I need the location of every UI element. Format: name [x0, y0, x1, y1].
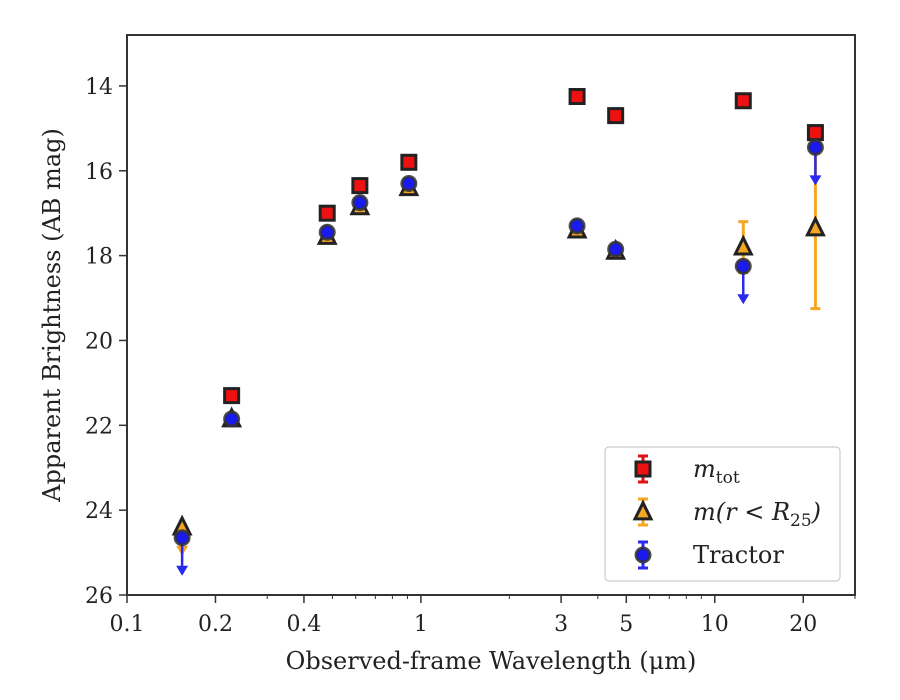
legend-label: Tractor: [693, 541, 784, 569]
data-point-circle: [734, 257, 752, 275]
legend-marker-circle: [634, 546, 652, 564]
y-tick-label: 24: [85, 499, 113, 524]
y-tick-label: 14: [85, 75, 113, 100]
legend-entry: Tractor: [634, 540, 784, 570]
data-point-square: [568, 88, 586, 106]
y-axis-title: Apparent Brightness (AB mag): [38, 128, 66, 503]
data-point-circle: [318, 223, 336, 241]
data-point-circle: [223, 410, 241, 428]
upper-limit-arrow-head: [176, 565, 189, 576]
upper-limit-arrow-head: [737, 294, 750, 305]
data-point-circle: [400, 174, 418, 192]
data-point-circle: [568, 217, 586, 235]
legend: mtot m(r < R25) Tractor: [604, 446, 841, 582]
x-tick-label: 0.1: [110, 612, 145, 637]
x-axis-title: Observed-frame Wavelength (μm): [286, 647, 697, 675]
x-tick-label: 1: [414, 612, 428, 637]
data-point-triangle: [804, 215, 826, 237]
data-point-circle: [351, 194, 369, 212]
y-tick-label: 22: [85, 414, 113, 439]
data-point-circle: [806, 138, 824, 156]
data-point-circle: [607, 240, 625, 258]
x-tick-label: 0.4: [286, 612, 321, 637]
x-tick-label: 3: [554, 612, 568, 637]
data-point-square: [806, 124, 824, 142]
y-tick-label: 26: [85, 584, 113, 609]
data-point-circle: [173, 529, 191, 547]
y-tick-label: 18: [85, 245, 113, 270]
series-circle: [173, 138, 824, 576]
legend-label: mtot: [693, 455, 740, 488]
data-point-square: [400, 153, 418, 171]
legend-marker-triangle: [632, 499, 654, 521]
y-tick-label: 16: [85, 160, 113, 185]
data-point-square: [351, 177, 369, 195]
legend-box: [604, 446, 841, 582]
plot-area: [171, 88, 826, 576]
plot-frame: [126, 34, 856, 596]
x-tick-label: 20: [789, 612, 817, 637]
legend-label: m(r < R25): [693, 498, 821, 531]
data-point-square: [318, 204, 336, 222]
legend-entry: mtot: [634, 454, 740, 488]
series-square: [223, 88, 824, 405]
data-point-square: [734, 92, 752, 110]
y-tick-label: 20: [85, 329, 113, 354]
legend-entry: m(r < R25): [632, 497, 821, 531]
data-point-square: [223, 387, 241, 405]
x-tick-label: 5: [619, 612, 633, 637]
x-tick-label: 0.2: [198, 612, 233, 637]
data-point-triangle: [732, 234, 754, 256]
legend-marker-square: [634, 460, 652, 478]
upper-limit-arrow-head: [809, 175, 822, 186]
data-point-square: [607, 107, 625, 125]
x-tick-label: 10: [701, 612, 729, 637]
axes: 0.1 0.2 0.4 1 3 5 10 20 14 16 18 20 22 24 26: [85, 34, 856, 637]
